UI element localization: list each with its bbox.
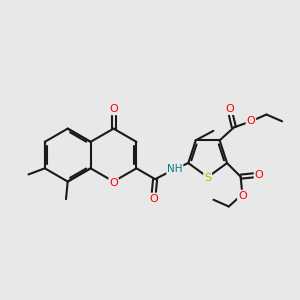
Text: O: O (255, 170, 263, 180)
Text: O: O (149, 194, 158, 203)
Text: O: O (247, 116, 255, 126)
Text: O: O (238, 191, 247, 201)
Text: S: S (204, 173, 211, 183)
Text: O: O (109, 178, 118, 188)
Text: O: O (109, 104, 118, 114)
Text: O: O (226, 104, 234, 114)
Text: NH: NH (167, 164, 183, 174)
